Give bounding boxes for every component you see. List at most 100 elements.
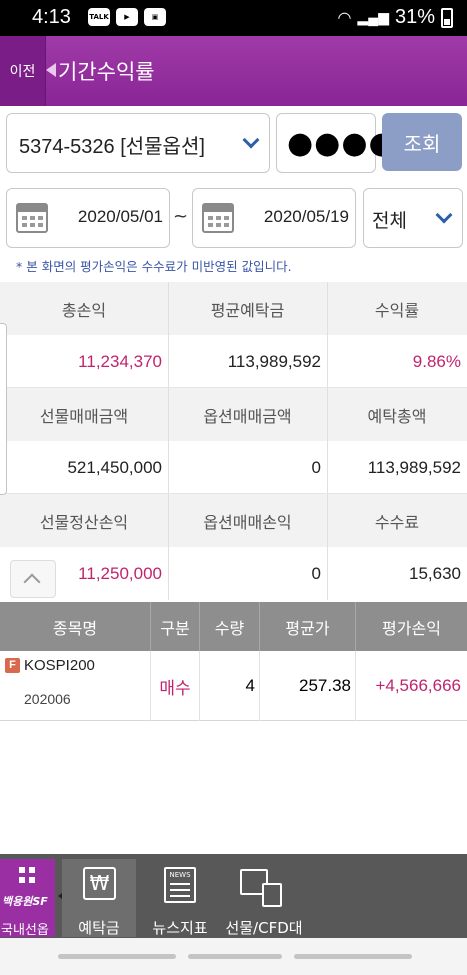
date-from-value: 2020/05/01	[77, 207, 163, 226]
nav-label: 국내선옵	[1, 923, 49, 938]
nav-deposit[interactable]: ₩ 예탁금	[62, 859, 136, 937]
search-button[interactable]: 조회	[382, 113, 462, 171]
home-button[interactable]	[188, 954, 282, 959]
nav-news-indicators[interactable]: NEWS 뉴스지표	[142, 859, 218, 937]
item-code: 202006	[24, 691, 71, 707]
divider	[0, 387, 467, 388]
summary-grid: 총손익 평균예탁금 수익률 11,234,370 113,989,592 9.8…	[0, 282, 467, 602]
total-deposit-value: 113,989,592	[367, 457, 461, 477]
signal-icon: ▂▄▆	[357, 9, 389, 25]
app-header: 이전 기간수익률	[0, 36, 467, 106]
summary-label: 옵션매매손익	[203, 512, 292, 532]
empty-list-area	[0, 722, 467, 854]
options-trade-pnl-value: 0	[311, 563, 321, 583]
kakaotalk-icon: TALK	[88, 8, 110, 26]
date-to-value: 2020/05/19	[263, 207, 349, 226]
document-icon	[240, 869, 268, 895]
futures-trade-amount-value: 521,450,000	[67, 457, 162, 477]
summary-label: 평균예탁금	[210, 300, 285, 320]
menu-grid-icon	[19, 867, 35, 883]
account-value: 5374-5326 [선물옵션]	[19, 136, 205, 158]
youtube-icon: ▶	[116, 8, 138, 26]
column-header: 종목명	[0, 602, 151, 651]
back-label: 이전	[9, 64, 36, 80]
notice-text: * 본 화면의 평가손익은 수수료가 미반영된 값입니다.	[16, 259, 292, 274]
password-input[interactable]: ●●●●	[276, 113, 395, 173]
commission-value: 15,630	[409, 563, 461, 583]
summary-header-row: 선물매매금액 옵션매매금액 예탁총액	[0, 388, 467, 441]
scroll-top-button[interactable]	[10, 560, 56, 598]
won-icon: ₩	[83, 867, 116, 900]
column-header: 구분	[151, 602, 200, 651]
back-system-button[interactable]	[294, 954, 412, 959]
total-pnl-value: 11,234,370	[78, 351, 162, 371]
account-select[interactable]: 5374-5326 [선물옵션]	[6, 113, 270, 173]
search-button-label: 조회	[403, 131, 441, 156]
calendar-icon	[202, 203, 234, 233]
nav-futures-cfd-collateral[interactable]: 선물/CFD대용	[222, 859, 306, 958]
holdings-table-header: 종목명 구분 수량 평균가 평가손익	[0, 602, 467, 651]
date-separator: ~	[173, 206, 189, 227]
password-mask: ●●●●	[287, 126, 396, 161]
status-right: ◠ ▂▄▆ 31%	[338, 6, 453, 29]
receipt-icon	[262, 883, 282, 907]
divider	[327, 282, 328, 600]
nav-label: 뉴스지표	[152, 919, 208, 937]
summary-value-row: 11,250,000 0 15,630	[0, 547, 467, 600]
table-row[interactable]: F KOSPI200 202006 매수 4 257.38 +4,566,666	[0, 651, 467, 721]
avg-price-cell: 257.38	[260, 651, 356, 721]
date-from-picker[interactable]: 2020/05/01	[6, 188, 170, 248]
divider	[0, 493, 467, 494]
summary-label: 수익률	[374, 300, 420, 320]
summary-header-row: 총손익 평균예탁금 수익률	[0, 282, 467, 335]
item-name: KOSPI200	[24, 657, 95, 674]
summary-label: 예탁총액	[367, 406, 427, 426]
column-header: 평가손익	[382, 618, 441, 638]
news-icon-text: NEWS	[169, 871, 191, 879]
status-time: 4:13	[32, 6, 71, 28]
chevron-down-icon	[435, 206, 453, 224]
app-notification-icon: ▣	[144, 8, 166, 26]
nav-domestic-futures-options[interactable]: 백용원SF 국내선옵	[0, 859, 55, 938]
calendar-icon	[16, 203, 48, 233]
return-rate-value: 9.86%	[412, 351, 461, 371]
divider	[168, 282, 169, 600]
nav-label: 예탁금	[78, 919, 120, 937]
avg-deposit-value: 113,989,592	[227, 351, 321, 371]
date-to-picker[interactable]: 2020/05/19	[192, 188, 356, 248]
bottom-nav: 백용원SF 국내선옵 ₩ 예탁금 NEWS 뉴스지표 선물/CFD대용	[0, 854, 467, 958]
futures-settlement-pnl-value: 11,250,000	[78, 563, 162, 583]
summary-header-row: 선물정산손익 옵션매매손익 수수료	[0, 494, 467, 547]
side-drawer-handle[interactable]	[0, 323, 7, 495]
summary-label: 총손익	[61, 300, 107, 320]
summary-label: 선물정산손익	[39, 512, 129, 532]
news-icon: NEWS	[164, 867, 196, 903]
summary-value-row: 521,450,000 0 113,989,592	[0, 441, 467, 494]
system-nav-bar	[0, 938, 467, 975]
item-cell: F KOSPI200 202006	[0, 651, 151, 721]
pnl-cell: +4,566,666	[375, 676, 461, 695]
battery-icon	[441, 7, 453, 28]
options-trade-amount-value: 0	[311, 457, 321, 477]
recents-button[interactable]	[58, 954, 176, 959]
wifi-icon: ◠	[337, 9, 352, 27]
battery-percent: 31%	[394, 6, 435, 28]
page-title: 기간수익률	[58, 60, 155, 84]
status-bar: 4:13 TALK ▶ ▣ ◠ ▂▄▆ 31%	[0, 0, 467, 36]
column-header: 수량	[200, 602, 260, 651]
type-select[interactable]: 전체	[363, 188, 463, 248]
summary-value-row: 11,234,370 113,989,592 9.86%	[0, 335, 467, 388]
brand-logo: 백용원SF	[2, 895, 48, 908]
summary-label: 선물매매금액	[39, 406, 129, 426]
futures-badge-icon: F	[5, 658, 20, 673]
qty-cell: 4	[200, 651, 260, 721]
back-button[interactable]: 이전	[0, 36, 46, 106]
chevron-down-icon	[242, 131, 260, 149]
summary-label: 옵션매매금액	[203, 406, 292, 426]
column-header: 평균가	[260, 602, 356, 651]
summary-label: 수수료	[374, 512, 420, 532]
type-value: 전체	[372, 210, 407, 232]
notification-icons: TALK ▶ ▣	[88, 8, 166, 26]
chevron-up-icon	[23, 573, 41, 591]
side-cell: 매수	[151, 651, 200, 721]
